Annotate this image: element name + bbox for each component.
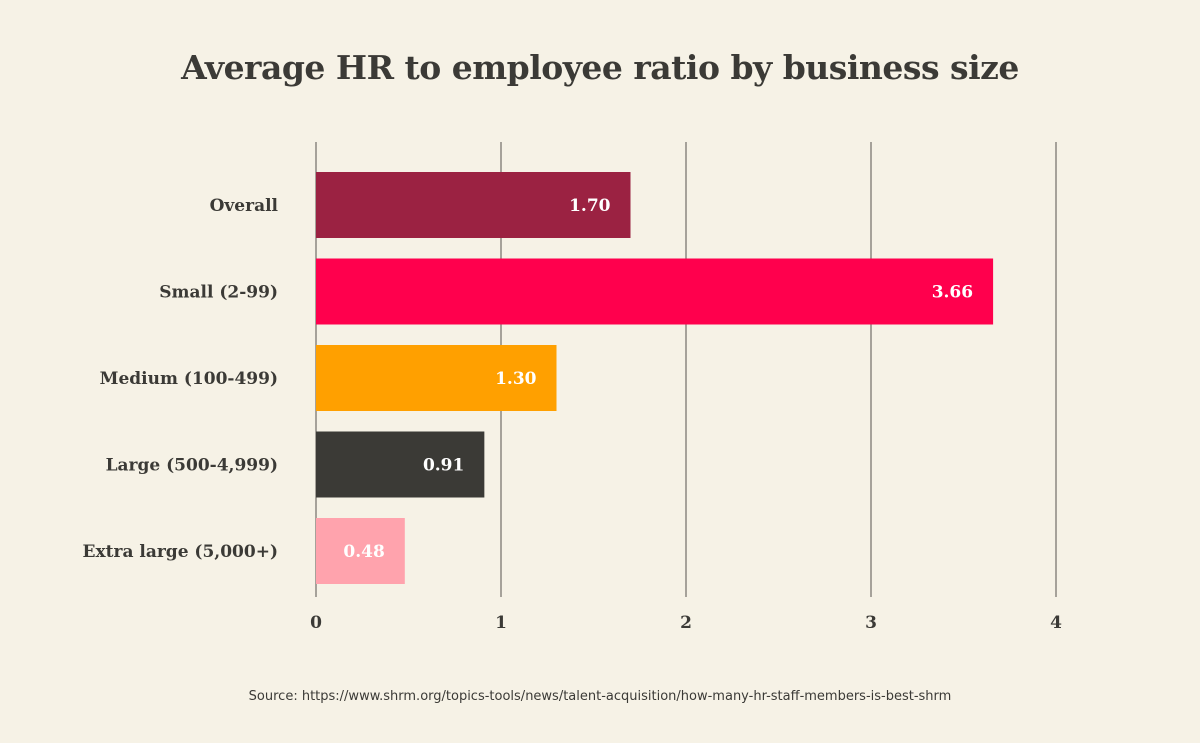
- x-tick-label: 3: [865, 613, 877, 633]
- bar-value-label: 3.66: [932, 283, 973, 303]
- category-labels: Overall Small (2-99) Medium (100-499) Large…: [83, 196, 279, 562]
- x-tick-label: 2: [680, 613, 692, 633]
- category-label: Small (2-99): [159, 283, 278, 303]
- bar-value-label: 1.30: [495, 369, 537, 389]
- bar: [316, 258, 994, 325]
- category-label: Medium (100-499): [100, 369, 278, 389]
- x-tick-label: 4: [1050, 613, 1062, 633]
- bar: [316, 431, 485, 498]
- category-label: Overall: [210, 196, 279, 216]
- x-tick-label: 0: [310, 613, 322, 633]
- category-label: Large (500-4,999): [106, 456, 278, 476]
- bar-value-label: 0.48: [343, 542, 384, 562]
- bar-value-label: 0.91: [423, 456, 464, 476]
- source-note: Source: https://www.shrm.org/topics-tool…: [248, 689, 952, 704]
- bar: [316, 518, 405, 584]
- x-tick-labels: 0 1 2 3 4: [310, 613, 1062, 633]
- bar-value-label: 1.70: [569, 196, 611, 216]
- bars: 1.70 3.66 1.30 0.91 0.48: [316, 172, 994, 584]
- category-label: Extra large (5,000+): [83, 542, 278, 562]
- bar: [316, 172, 631, 238]
- bar: [316, 345, 557, 411]
- chart-title: Average HR to employee ratio by business…: [181, 48, 1019, 87]
- x-tick-label: 1: [495, 613, 507, 633]
